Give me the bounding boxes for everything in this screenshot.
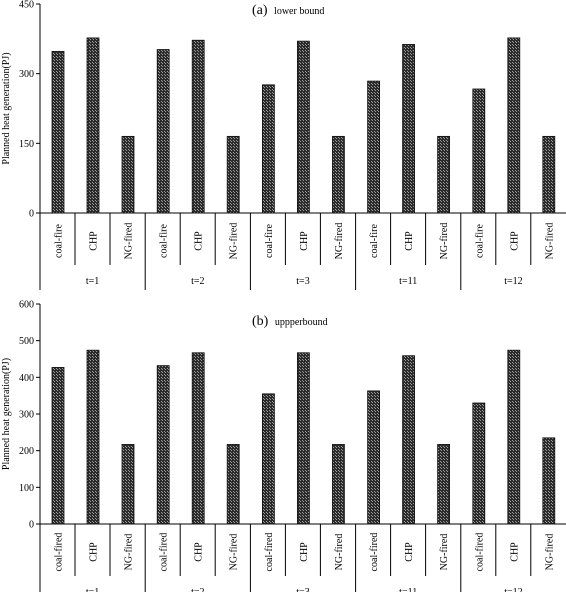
category-label: NG-fired <box>124 223 135 260</box>
chart-panel-a: (a) lower bound Planned heat generation(P… <box>1 0 566 290</box>
category-label: CHP <box>299 231 310 251</box>
group-label: t=12 <box>504 276 522 287</box>
bar-t=11-NG-fired <box>437 444 451 525</box>
y-tick-label: 300 <box>19 69 34 80</box>
bar-t=1-CHP <box>86 37 100 214</box>
bar-t=3-CHP <box>296 352 310 525</box>
category-label: NG-fired <box>334 534 345 571</box>
y-tick-label: 400 <box>19 373 34 384</box>
bar-t=1-coal-fired <box>51 367 65 525</box>
bar-t=3-coal-fired <box>261 393 275 525</box>
bar-t=12-NG-fired <box>542 135 556 214</box>
panel-title-text: uppperbound <box>275 317 328 328</box>
y-axis-label: Planned heat generation(PJ) <box>1 52 12 164</box>
bar-t=3-NG-fired <box>331 444 345 525</box>
panel-title-text: lower bound <box>274 6 324 17</box>
panel-title: (b) uppperbound <box>252 314 328 329</box>
category-label: coal-fired <box>474 533 485 572</box>
category-label: CHP <box>404 231 415 251</box>
category-label: CHP <box>509 231 520 251</box>
bar-t=2-coal-fired <box>156 365 170 525</box>
bar-t=2-CHP <box>191 352 205 525</box>
y-tick-label: 0 <box>29 209 34 220</box>
bar-t=11-CHP <box>402 44 416 214</box>
bar-t=11-coal-fired <box>367 390 381 525</box>
category-label: NG-fired <box>439 534 450 571</box>
category-label: CHP <box>509 542 520 562</box>
bar-t=12-CHP <box>507 349 521 525</box>
category-label: NG-fired <box>229 223 240 260</box>
category-label: CHP <box>404 542 415 562</box>
category-label: coal-fire <box>159 224 170 258</box>
bar-t=12-coal-fire <box>472 88 486 214</box>
bar-t=3-coal-fire <box>261 84 275 214</box>
bar-t=1-NG-fired <box>121 444 135 525</box>
group-label: t=1 <box>86 276 99 287</box>
bar-t=2-NG-fired <box>226 135 240 214</box>
category-label: coal-fired <box>369 533 380 572</box>
category-label: NG-fired <box>544 223 555 260</box>
category-label: NG-fired <box>439 223 450 260</box>
group-label: t=1 <box>86 587 99 592</box>
y-tick-label: 500 <box>19 336 34 347</box>
group-label: t=2 <box>191 276 204 287</box>
bar-t=12-NG-fired <box>542 437 556 525</box>
category-label: CHP <box>299 542 310 562</box>
group-label: t=2 <box>191 587 204 592</box>
panel-title: (a) lower bound <box>252 3 324 18</box>
y-tick-label: 600 <box>19 300 34 311</box>
category-label: coal-fire <box>54 224 65 258</box>
bar-t=2-CHP <box>191 39 205 214</box>
group-label: t=3 <box>296 587 309 592</box>
y-tick-label: 450 <box>19 0 34 11</box>
bar-t=12-coal-fired <box>472 402 486 525</box>
bar-t=1-NG-fired <box>121 135 135 214</box>
category-label: NG-fired <box>544 534 555 571</box>
y-tick-label: 150 <box>19 139 34 150</box>
category-label: NG-fired <box>229 534 240 571</box>
category-label: NG-fired <box>124 534 135 571</box>
bar-t=11-NG-fired <box>437 135 451 214</box>
category-label: coal-fired <box>159 533 170 572</box>
category-label: coal-fired <box>264 533 275 572</box>
group-label: t=11 <box>399 276 417 287</box>
category-label: coal-fire <box>369 224 380 258</box>
y-tick-label: 100 <box>19 483 34 494</box>
y-tick-label: 0 <box>29 520 34 531</box>
y-axis-label: Planned heat generation(PJ) <box>1 358 12 470</box>
y-tick-label: 300 <box>19 410 34 421</box>
bar-t=2-NG-fired <box>226 444 240 525</box>
category-label: coal-fire <box>264 224 275 258</box>
bar-t=2-coal-fire <box>156 49 170 214</box>
bar-t=1-coal-fire <box>51 50 65 214</box>
group-label: t=11 <box>399 587 417 592</box>
category-label: CHP <box>194 542 205 562</box>
chart-panel-b: (b) uppperbound Planned heat generation(P… <box>1 300 566 592</box>
group-label: t=3 <box>296 276 309 287</box>
panel-title-prefix: (b) <box>252 314 272 329</box>
category-label: coal-fire <box>474 224 485 258</box>
category-label: CHP <box>89 542 100 562</box>
bar-t=11-coal-fire <box>367 80 381 214</box>
bar-t=1-CHP <box>86 349 100 525</box>
y-tick-label: 200 <box>19 446 34 457</box>
bar-t=3-NG-fired <box>331 135 345 214</box>
panel-title-prefix: (a) <box>252 3 271 18</box>
bar-t=11-CHP <box>402 355 416 525</box>
category-label: coal-fired <box>54 533 65 572</box>
bar-t=12-CHP <box>507 37 521 214</box>
category-label: NG-fired <box>334 223 345 260</box>
bar-t=3-CHP <box>296 40 310 214</box>
group-label: t=12 <box>504 587 522 592</box>
category-label: CHP <box>89 231 100 251</box>
category-label: CHP <box>194 231 205 251</box>
